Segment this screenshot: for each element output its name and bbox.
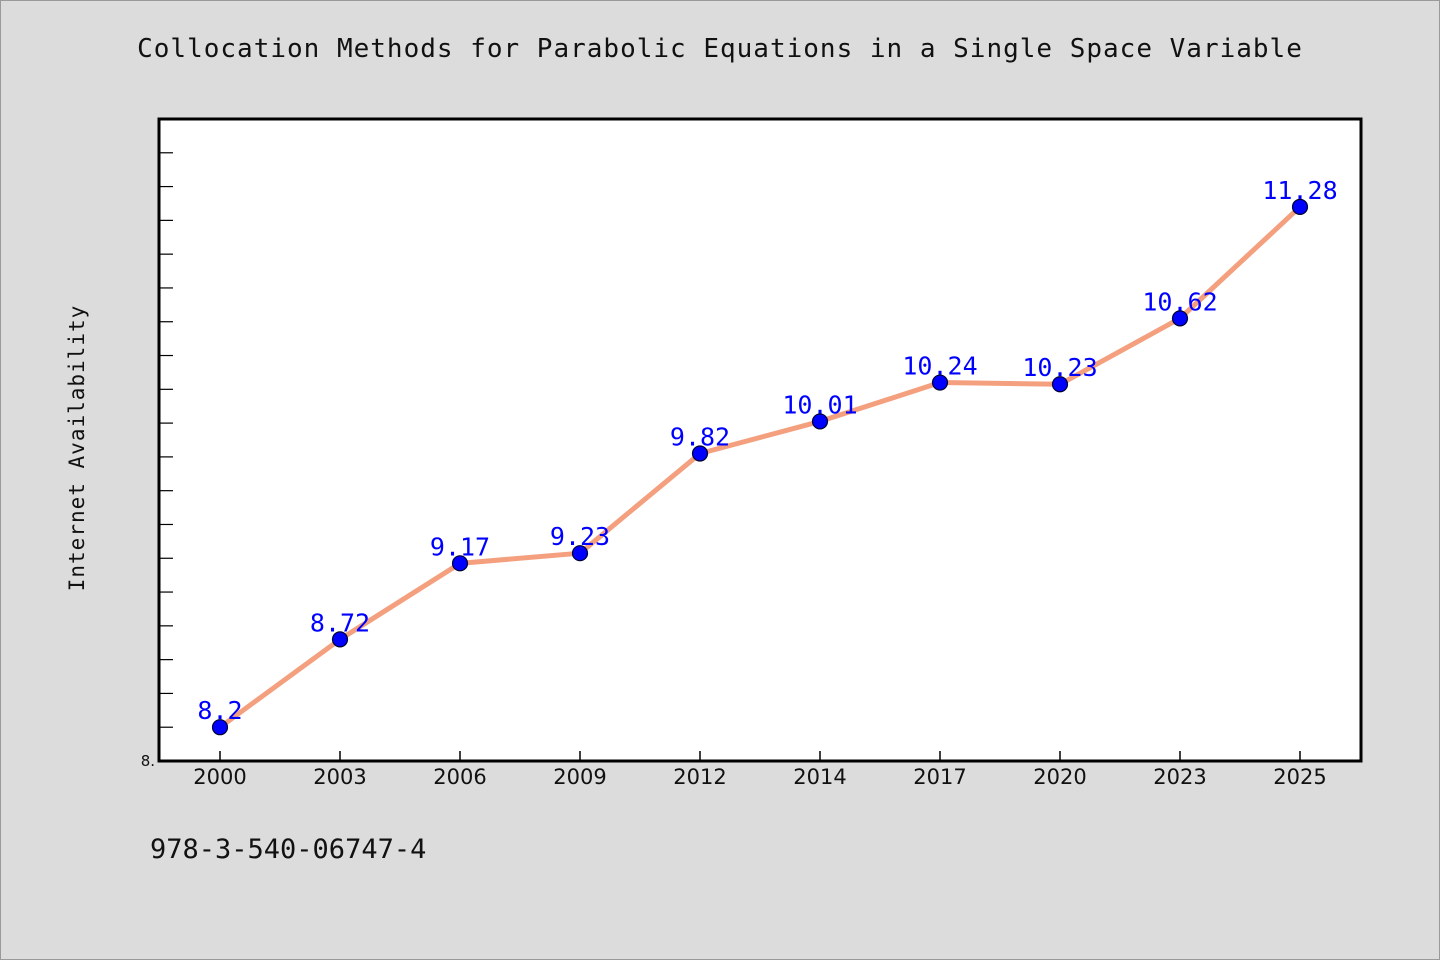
- data-point: [571, 545, 589, 562]
- data-label: 11.28: [1262, 176, 1337, 205]
- data-label: 9.17: [430, 532, 490, 561]
- x-tick-label: 2003: [313, 765, 366, 789]
- data-label: 10.24: [902, 352, 977, 381]
- data-label: 10.01: [782, 390, 857, 419]
- data-point: [811, 413, 829, 430]
- y-tick-label: 8.: [141, 752, 155, 770]
- x-tick-label: 2025: [1273, 765, 1326, 789]
- data-point: [331, 631, 349, 648]
- x-tick-label: 2023: [1153, 765, 1206, 789]
- x-tick-label: 2020: [1033, 765, 1086, 789]
- data-point: [1051, 376, 1069, 393]
- y-axis-ticks: 8.: [141, 152, 173, 770]
- data-label: 10.23: [1022, 353, 1097, 382]
- data-point: [1171, 310, 1189, 327]
- x-tick-label: 2000: [193, 765, 246, 789]
- x-tick-label: 2017: [913, 765, 966, 789]
- x-tick-label: 2014: [793, 765, 846, 789]
- x-tick-label: 2006: [433, 765, 486, 789]
- data-label: 8.2: [197, 696, 242, 725]
- data-label: 9.23: [550, 522, 610, 551]
- x-tick-label: 2009: [553, 765, 606, 789]
- x-tick-label: 2012: [673, 765, 726, 789]
- data-label: 9.82: [670, 423, 730, 452]
- data-point: [931, 374, 949, 391]
- data-label: 10.62: [1142, 287, 1217, 316]
- chart-title: Collocation Methods for Parabolic Equati…: [137, 34, 1303, 64]
- data-label: 8.72: [310, 608, 370, 637]
- series-group: 8.2 8.72 9.17 9.23 9.82 10.01 10.24 10.23 10.62 1…: [197, 176, 1338, 736]
- data-point: [211, 719, 229, 736]
- data-point: [691, 445, 709, 462]
- data-point: [451, 555, 469, 572]
- data-point: [1291, 198, 1309, 215]
- x-axis-ticks: 2000 2003 2006 2009 2012 2014 2017 2020 2023 2025: [193, 751, 1327, 789]
- series-line: [217, 204, 1303, 730]
- footer-isbn: 978-3-540-06747-4: [150, 834, 427, 865]
